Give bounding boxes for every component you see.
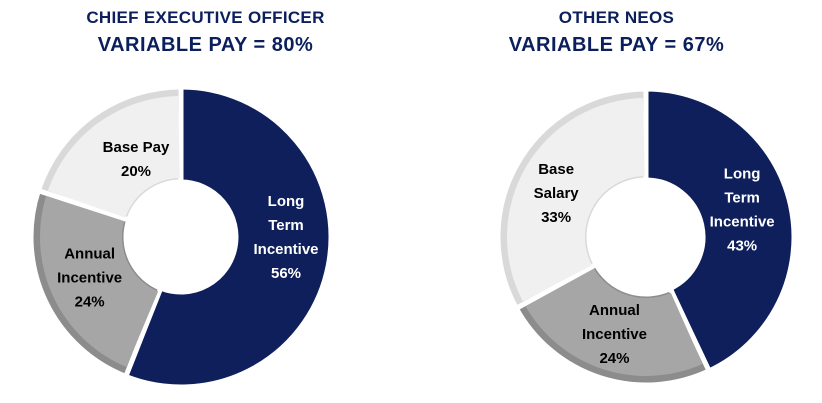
slice-label-line: Annual [589, 302, 640, 319]
slice-label-line: Term [268, 217, 304, 234]
slice-label: Base Salary 33% [534, 161, 580, 226]
slice-label-line: Incentive [710, 213, 775, 230]
slice-label: Long Term Incentive 43% [710, 165, 775, 254]
slice-label-line: Base [538, 161, 574, 178]
neo-chart-subtitle: VARIABLE PAY = 67% [508, 34, 725, 56]
slice-label-line: 33% [541, 209, 571, 226]
slice-label-line: 56% [271, 265, 301, 282]
donut-slice [47, 96, 180, 218]
slice-label: Annual Incentive 24% [582, 302, 647, 367]
slice-label: Long Term Incentive 56% [253, 193, 318, 282]
slice-label-line: Incentive [582, 326, 647, 343]
neo-chart-panel: OTHER NEOS VARIABLE PAY = 67% Long Term In… [411, 0, 822, 403]
donut-slice [40, 196, 159, 367]
slice-label: Base Pay 20% [103, 139, 170, 180]
donut-slice [131, 96, 322, 379]
slice-label-line: Long [268, 193, 305, 210]
slice-label-line: Annual [64, 246, 115, 263]
donut-slice [647, 98, 785, 362]
slice-label-line: Term [724, 189, 760, 206]
slice-label-line: 43% [727, 237, 757, 254]
slice-label-line: 20% [121, 163, 151, 180]
slice-label-line: 24% [75, 294, 105, 311]
donut-slice [525, 267, 703, 377]
donut-hole [589, 180, 703, 294]
ceo-donut-chart: Long Term Incentive 56% Annual Incentive 24% Ba… [31, 87, 331, 387]
donut-hole [126, 182, 236, 292]
slice-label-line: Incentive [253, 241, 318, 258]
ceo-chart-panel: CHIEF EXECUTIVE OFFICER VARIABLE PAY = 8… [31, 8, 331, 387]
slice-label-line: 24% [599, 350, 629, 367]
slice-label: Annual Incentive 24% [57, 246, 122, 311]
neo-donut-chart: Long Term Incentive 43% Annual Incentive 24% Ba… [495, 86, 797, 388]
slice-label-line: Incentive [57, 270, 122, 287]
ceo-chart-subtitle: VARIABLE PAY = 80% [97, 34, 314, 56]
neo-chart-title: OTHER NEOS [558, 8, 675, 27]
ceo-chart-title: CHIEF EXECUTIVE OFFICER [86, 8, 325, 27]
slice-label-line: Long [724, 165, 761, 182]
slice-label-line: Salary [534, 185, 580, 202]
slice-label-line: Base Pay [103, 139, 170, 156]
donut-slice [507, 98, 645, 302]
